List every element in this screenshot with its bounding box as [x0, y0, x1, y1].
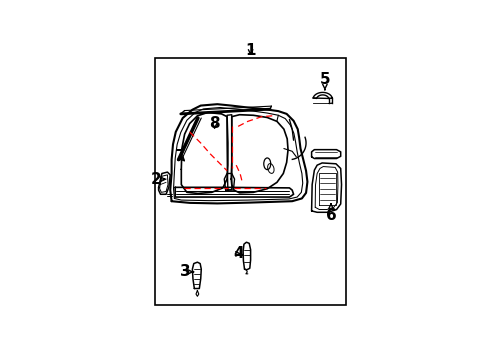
Text: 2: 2: [151, 171, 164, 186]
Text: 7: 7: [175, 149, 185, 165]
Text: 6: 6: [325, 204, 336, 222]
Text: 1: 1: [245, 42, 255, 58]
Bar: [155, 58, 346, 305]
Text: 3: 3: [180, 264, 193, 279]
Text: 4: 4: [232, 246, 243, 261]
Text: 8: 8: [209, 116, 220, 131]
Text: 5: 5: [319, 72, 329, 90]
